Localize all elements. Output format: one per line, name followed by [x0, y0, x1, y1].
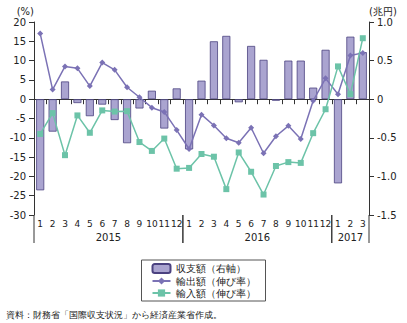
svg-text:12: 12 — [320, 219, 331, 229]
svg-text:7: 7 — [261, 219, 267, 229]
svg-text:2017: 2017 — [338, 232, 363, 243]
svg-text:10: 10 — [13, 55, 26, 66]
svg-text:10: 10 — [146, 219, 158, 229]
svg-text:7: 7 — [112, 219, 118, 229]
svg-text:-25: -25 — [10, 190, 26, 201]
svg-text:12: 12 — [171, 219, 182, 229]
svg-text:2: 2 — [199, 219, 205, 229]
svg-text:-0.5: -0.5 — [377, 132, 397, 143]
svg-text:20: 20 — [13, 17, 26, 28]
svg-text:10: 10 — [295, 219, 307, 229]
svg-text:-1.5: -1.5 — [377, 210, 397, 221]
svg-text:輸出額（伸び率）: 輸出額（伸び率） — [176, 276, 256, 287]
svg-text:輸入額（伸び率）: 輸入額（伸び率） — [176, 288, 256, 299]
svg-text:2: 2 — [50, 219, 56, 229]
svg-text:2015: 2015 — [96, 232, 121, 243]
svg-text:-1.0: -1.0 — [377, 171, 397, 182]
svg-text:-30: -30 — [10, 210, 26, 221]
svg-text:(兆円): (兆円) — [369, 6, 397, 17]
svg-text:3: 3 — [211, 219, 217, 229]
svg-text:9: 9 — [285, 219, 291, 229]
svg-text:11: 11 — [307, 219, 318, 229]
svg-text:2: 2 — [348, 219, 354, 229]
svg-text:15: 15 — [13, 36, 26, 47]
svg-text:資料：財務省「国際収支状況」から経済産業省作成。: 資料：財務省「国際収支状況」から経済産業省作成。 — [6, 310, 222, 320]
svg-text:1: 1 — [186, 219, 192, 229]
svg-text:5: 5 — [20, 74, 26, 85]
svg-text:0.5: 0.5 — [377, 55, 393, 66]
svg-text:11: 11 — [159, 219, 170, 229]
svg-text:9: 9 — [137, 219, 143, 229]
svg-text:8: 8 — [124, 219, 130, 229]
svg-text:4: 4 — [75, 219, 81, 229]
svg-text:(%): (%) — [17, 6, 34, 17]
svg-text:-5: -5 — [16, 113, 26, 124]
svg-text:1.0: 1.0 — [377, 17, 393, 28]
svg-text:2016: 2016 — [245, 232, 270, 243]
svg-text:-15: -15 — [10, 152, 26, 163]
svg-text:-10: -10 — [10, 132, 26, 143]
svg-text:3: 3 — [62, 219, 68, 229]
svg-text:6: 6 — [248, 219, 254, 229]
svg-text:-20: -20 — [10, 171, 26, 182]
svg-text:1: 1 — [37, 219, 43, 229]
svg-text:6: 6 — [99, 219, 105, 229]
svg-text:8: 8 — [273, 219, 279, 229]
svg-text:0: 0 — [20, 94, 26, 105]
svg-text:0: 0 — [377, 94, 383, 105]
svg-text:5: 5 — [236, 219, 242, 229]
svg-text:4: 4 — [223, 219, 229, 229]
svg-text:5: 5 — [87, 219, 93, 229]
svg-text:1: 1 — [335, 219, 341, 229]
svg-text:収支額（右軸）: 収支額（右軸） — [176, 263, 246, 274]
svg-text:3: 3 — [360, 219, 366, 229]
